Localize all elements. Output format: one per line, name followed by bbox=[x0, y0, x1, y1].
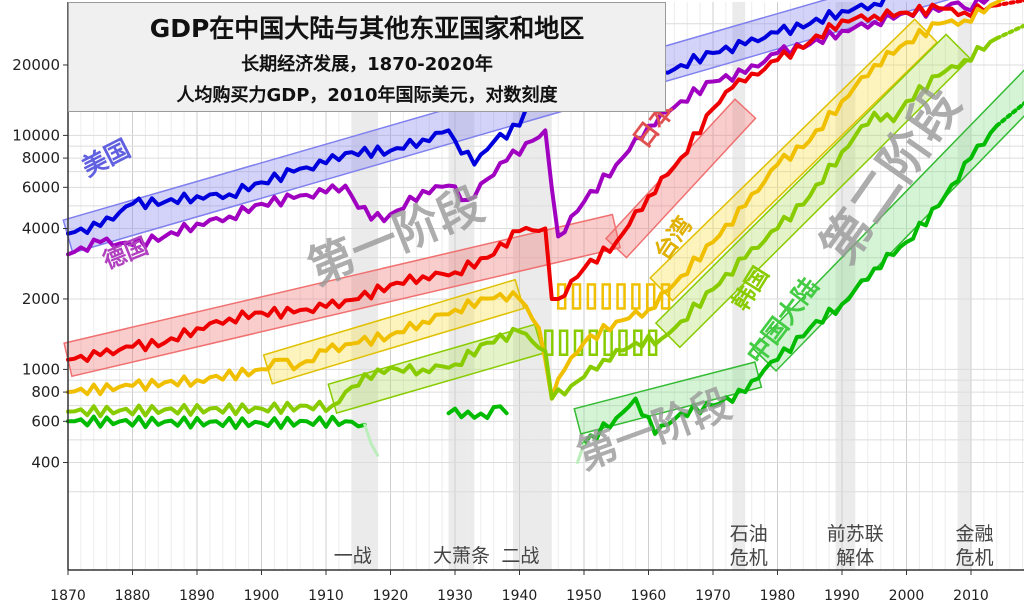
event-label: 金融 bbox=[956, 523, 994, 545]
event-label: 前苏联 bbox=[827, 523, 884, 545]
chart-title: GDP在中国大陆与其他东亚国家和地区 bbox=[149, 14, 585, 43]
label-usa: 美国 bbox=[77, 134, 135, 183]
gap-box bbox=[544, 329, 554, 356]
gap-box bbox=[571, 283, 582, 310]
y-tick-label: 40000 bbox=[12, 0, 60, 4]
series-line bbox=[582, 123, 999, 446]
chart-title-box: GDP在中国大陆与其他东亚国家和地区 长期经济发展，1870-2020年 人均购… bbox=[68, 2, 666, 112]
x-tick-label: 1880 bbox=[115, 588, 151, 604]
y-tick-label: 1000 bbox=[22, 360, 60, 378]
event-label: 危机 bbox=[956, 547, 994, 569]
series-line bbox=[66, 0, 999, 401]
x-tick-label: 1990 bbox=[824, 588, 860, 604]
event-label: 石油 bbox=[730, 523, 768, 545]
x-tick-label: 1920 bbox=[373, 588, 409, 604]
gap-box bbox=[558, 329, 569, 356]
gap-box bbox=[588, 329, 599, 356]
x-tick-label: 1980 bbox=[760, 588, 796, 604]
chart-subtitle: 长期经济发展，1870-2020年 bbox=[241, 54, 493, 75]
x-tick-label: 1900 bbox=[244, 588, 280, 604]
phase-band bbox=[752, 69, 1024, 372]
x-tick-label: 1930 bbox=[437, 588, 473, 604]
gap-box bbox=[616, 283, 626, 310]
y-tick-label: 800 bbox=[31, 383, 60, 401]
y-tick-label: 4000 bbox=[22, 220, 60, 238]
y-tick-label: 20000 bbox=[12, 56, 60, 74]
series-line bbox=[66, 2, 999, 363]
event-label: 危机 bbox=[730, 547, 768, 569]
y-tick-label: 2000 bbox=[22, 290, 60, 308]
series-line bbox=[66, 414, 367, 430]
series-projection bbox=[994, 23, 1024, 41]
event-label: 一战 bbox=[334, 545, 372, 567]
event-band bbox=[958, 2, 971, 570]
y-tick-label: 6000 bbox=[22, 178, 60, 196]
phase-band bbox=[327, 323, 544, 414]
y-tick-label: 400 bbox=[31, 454, 60, 472]
gap-box bbox=[618, 329, 628, 356]
x-tick-label: 1950 bbox=[566, 588, 602, 604]
x-tick-label: 1890 bbox=[179, 588, 215, 604]
gap-box bbox=[631, 283, 641, 310]
series-line bbox=[446, 404, 509, 420]
x-tick-label: 1870 bbox=[50, 588, 86, 604]
x-tick-label: 1940 bbox=[502, 588, 538, 604]
series-line bbox=[66, 0, 990, 257]
x-tick-label: 1970 bbox=[695, 588, 731, 604]
series-line bbox=[66, 36, 999, 419]
series-fade bbox=[363, 423, 380, 457]
event-label: 二战 bbox=[501, 545, 539, 567]
y-tick-label: 8000 bbox=[22, 149, 60, 167]
gap-box bbox=[586, 283, 597, 310]
chart-subtitle-units: 人均购买力GDP，2010年国际美元，对数刻度 bbox=[176, 85, 558, 106]
x-tick-label: 1910 bbox=[308, 588, 344, 604]
event-label: 大萧条 bbox=[433, 545, 490, 567]
series-projection bbox=[994, 100, 1024, 128]
y-tick-label: 10000 bbox=[12, 126, 60, 144]
gap-box bbox=[645, 283, 656, 310]
series-projection bbox=[994, 0, 1024, 8]
x-tick-label: 2010 bbox=[953, 588, 989, 604]
y-tick-label: 600 bbox=[31, 412, 60, 430]
series-fade bbox=[576, 442, 586, 464]
x-tick-label: 1960 bbox=[631, 588, 667, 604]
x-tick-label: 2000 bbox=[889, 588, 925, 604]
gap-box bbox=[601, 283, 611, 310]
gap-box bbox=[603, 329, 613, 356]
event-label: 解体 bbox=[836, 547, 874, 569]
